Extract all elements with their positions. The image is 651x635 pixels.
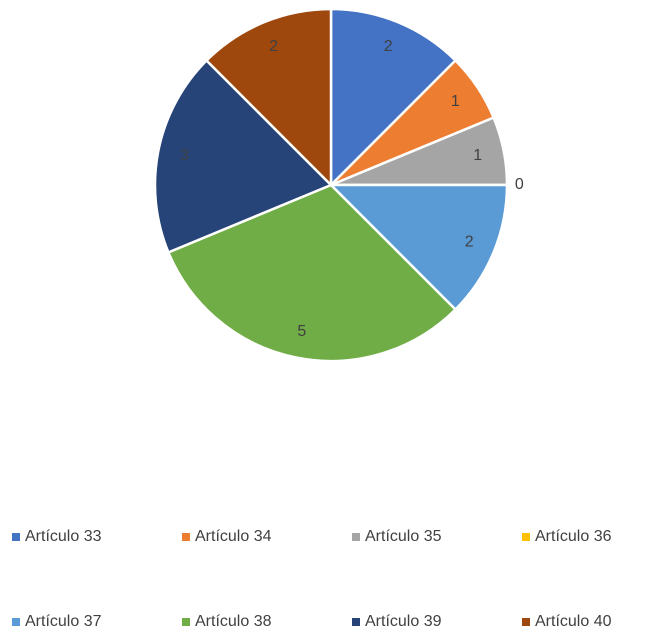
legend-swatch (182, 533, 190, 541)
legend-label: Artículo 37 (25, 613, 102, 630)
data-label: 1 (451, 93, 460, 110)
data-label: 2 (465, 233, 474, 250)
data-label: 5 (297, 323, 306, 340)
legend-swatch (12, 618, 20, 626)
legend-swatch (352, 533, 360, 541)
legend-label: Artículo 39 (365, 613, 442, 630)
pie-slice (327, 183, 509, 312)
pie-slice (204, 7, 333, 189)
data-label: 1 (473, 147, 482, 164)
legend-swatch (522, 618, 530, 626)
legend-label: Artículo 33 (25, 528, 102, 545)
legend-swatch (352, 618, 360, 626)
legend-swatch (182, 618, 190, 626)
legend-swatch (522, 533, 530, 541)
legend-label: Artículo 36 (535, 528, 612, 545)
data-label: 2 (269, 38, 278, 55)
pie-slice (166, 183, 458, 363)
legend-label: Artículo 34 (195, 528, 272, 545)
legend-swatch (12, 533, 20, 541)
legend-label: Artículo 35 (365, 528, 442, 545)
data-label: 3 (180, 147, 189, 164)
pie-slice (153, 58, 334, 254)
legend-label: Artículo 38 (195, 613, 272, 630)
pie-slice (329, 7, 458, 189)
data-label: 0 (515, 176, 524, 193)
legend-label: Artículo 40 (535, 613, 612, 630)
data-label: 2 (384, 38, 393, 55)
